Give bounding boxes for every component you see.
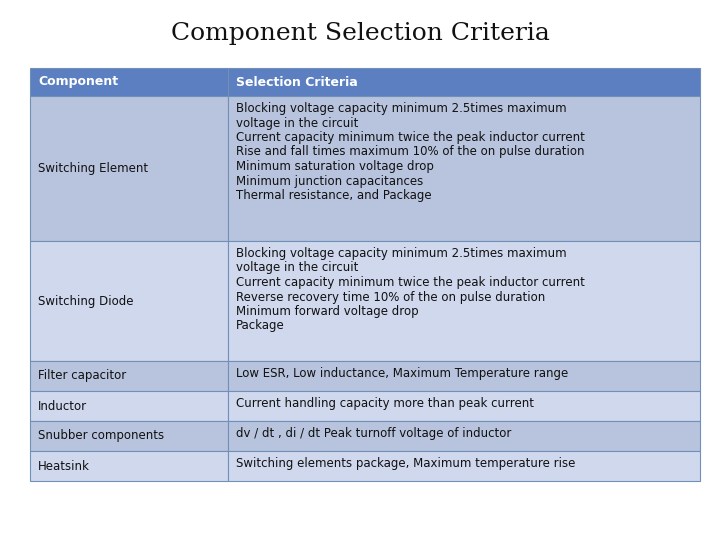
Text: Low ESR, Low inductance, Maximum Temperature range: Low ESR, Low inductance, Maximum Tempera…: [235, 367, 568, 380]
Bar: [228, 241, 700, 361]
Bar: [30, 451, 228, 481]
Text: Minimum junction capacitances: Minimum junction capacitances: [235, 174, 423, 187]
Bar: [228, 96, 700, 241]
Bar: [228, 451, 700, 481]
Text: voltage in the circuit: voltage in the circuit: [235, 117, 358, 130]
Text: Blocking voltage capacity minimum 2.5times maximum: Blocking voltage capacity minimum 2.5tim…: [235, 247, 566, 260]
Text: voltage in the circuit: voltage in the circuit: [235, 261, 358, 274]
Text: Minimum forward voltage drop: Minimum forward voltage drop: [235, 305, 418, 318]
Bar: [30, 421, 228, 451]
Bar: [228, 361, 700, 391]
Text: Current handling capacity more than peak current: Current handling capacity more than peak…: [235, 397, 534, 410]
Text: Filter capacitor: Filter capacitor: [38, 369, 126, 382]
Text: Reverse recovery time 10% of the on pulse duration: Reverse recovery time 10% of the on puls…: [235, 291, 545, 303]
Text: Current capacity minimum twice the peak inductor current: Current capacity minimum twice the peak …: [235, 131, 585, 144]
Bar: [30, 391, 228, 421]
Bar: [228, 68, 700, 96]
Text: Rise and fall times maximum 10% of the on pulse duration: Rise and fall times maximum 10% of the o…: [235, 145, 584, 159]
Bar: [30, 96, 228, 241]
Text: Switching Diode: Switching Diode: [38, 294, 133, 307]
Bar: [228, 421, 700, 451]
Bar: [30, 241, 228, 361]
Bar: [228, 391, 700, 421]
Text: Component Selection Criteria: Component Selection Criteria: [171, 22, 549, 45]
Text: Minimum saturation voltage drop: Minimum saturation voltage drop: [235, 160, 433, 173]
Text: Thermal resistance, and Package: Thermal resistance, and Package: [235, 189, 431, 202]
Text: Inductor: Inductor: [38, 400, 87, 413]
Text: Snubber components: Snubber components: [38, 429, 164, 442]
Text: Selection Criteria: Selection Criteria: [235, 76, 357, 89]
Text: Current capacity minimum twice the peak inductor current: Current capacity minimum twice the peak …: [235, 276, 585, 289]
Bar: [30, 68, 228, 96]
Text: Switching elements package, Maximum temperature rise: Switching elements package, Maximum temp…: [235, 457, 575, 470]
Bar: [30, 361, 228, 391]
Text: Switching Element: Switching Element: [38, 162, 148, 175]
Text: Component: Component: [38, 76, 118, 89]
Text: dv / dt , di / dt Peak turnoff voltage of inductor: dv / dt , di / dt Peak turnoff voltage o…: [235, 427, 511, 440]
Text: Blocking voltage capacity minimum 2.5times maximum: Blocking voltage capacity minimum 2.5tim…: [235, 102, 566, 115]
Text: Package: Package: [235, 320, 284, 333]
Text: Heatsink: Heatsink: [38, 460, 90, 472]
